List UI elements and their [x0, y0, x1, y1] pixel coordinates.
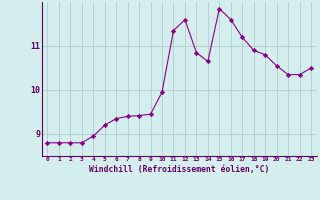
- X-axis label: Windchill (Refroidissement éolien,°C): Windchill (Refroidissement éolien,°C): [89, 165, 269, 174]
